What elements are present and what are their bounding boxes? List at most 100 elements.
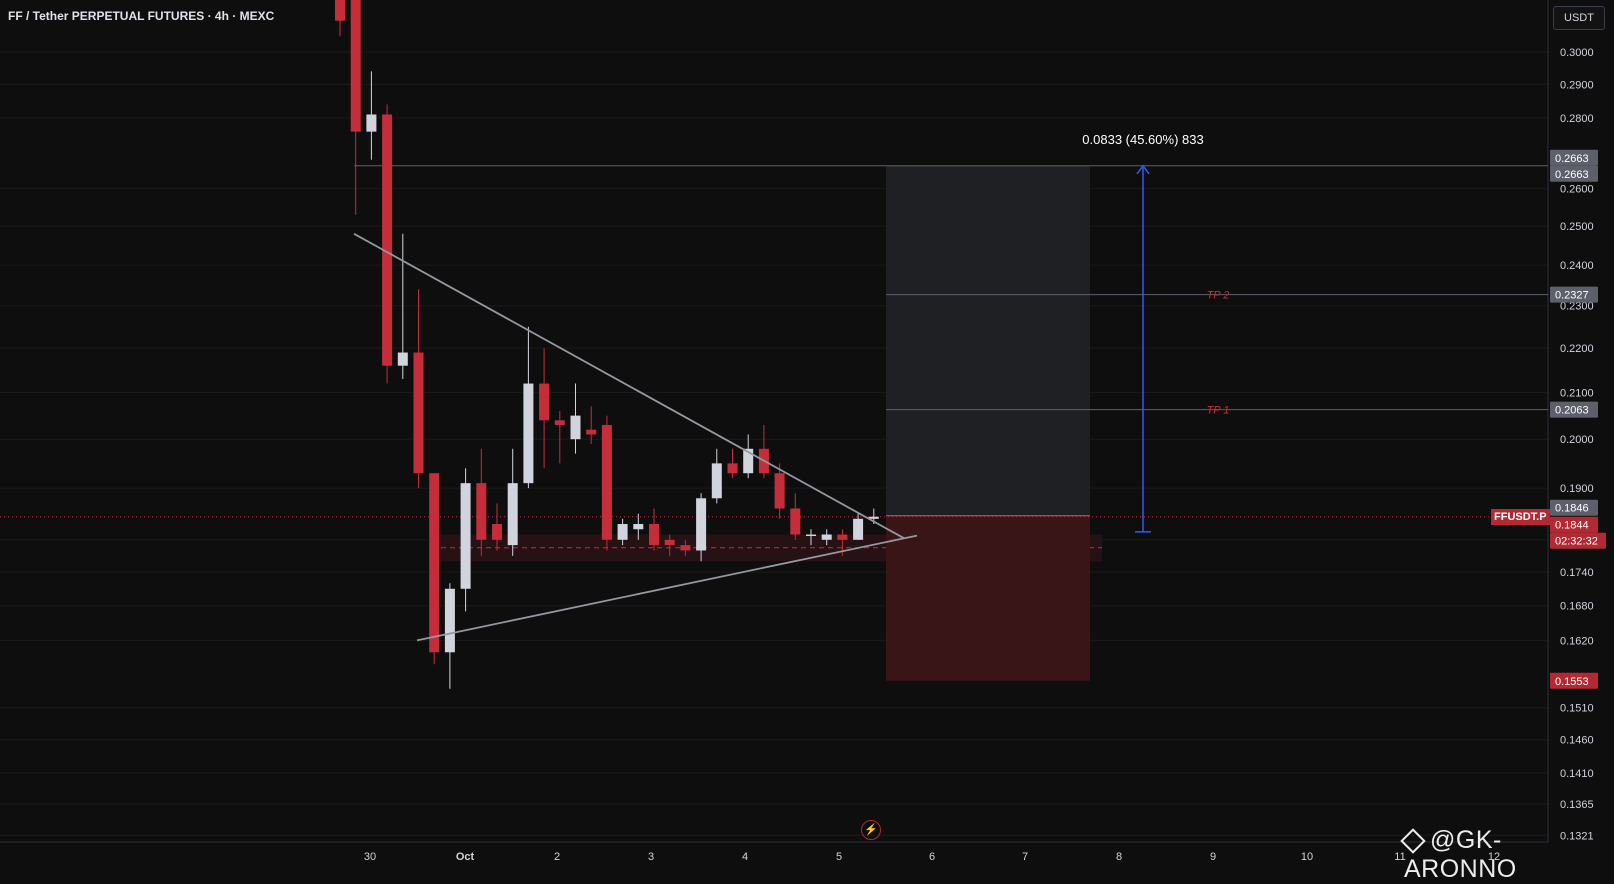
candle-body [539, 383, 550, 421]
time-tick-label: 5 [836, 851, 842, 863]
time-tick-label: 11 [1394, 851, 1405, 863]
measure-label: 0.0833 (45.60%) 833 [1082, 132, 1203, 147]
candle-body [633, 524, 644, 530]
candle-body [397, 352, 408, 366]
price-label-box [1550, 286, 1598, 303]
price-tick-label: 0.1900 [1560, 483, 1594, 495]
candle-body [727, 463, 738, 474]
time-tick-label: 3 [648, 851, 654, 863]
candle-body [523, 383, 534, 484]
watermark: @GK-ARONNO [1400, 826, 1614, 884]
time-tick-label: 9 [1210, 851, 1216, 863]
stop-zone [886, 515, 1090, 681]
price-tick-label: 0.1410 [1560, 768, 1594, 780]
price-label-text: 0.2063 [1555, 405, 1589, 417]
candle-body [507, 483, 518, 546]
time-tick-label: 4 [742, 851, 748, 863]
price-tick-label: 0.1510 [1560, 703, 1594, 715]
candles [335, 0, 879, 689]
price-label-text: 0.1846 [1555, 503, 1589, 515]
price-tick-label: 0.3000 [1560, 47, 1594, 59]
candle-body [429, 473, 440, 653]
descending-trendline [353, 232, 905, 540]
time-tick-label: 10 [1301, 851, 1313, 863]
price-tick-label: 0.1460 [1560, 735, 1594, 747]
grid-lines [0, 51, 1548, 836]
candle-body [774, 473, 785, 509]
price-tick-label: 0.1620 [1560, 635, 1594, 647]
countdown-box [1550, 532, 1606, 549]
candle-body [476, 483, 487, 540]
candle-body [680, 545, 691, 551]
time-tick-label: Oct [456, 851, 475, 863]
price-axis-labels: 0.3000 0.2900 0.2800 0.2600 0.2500 0.2400 0.23… [1560, 47, 1594, 842]
currency-unit-button[interactable]: USDT [1553, 6, 1605, 30]
price-label-text: 0.1553 [1555, 676, 1589, 688]
tp-label: TP 1 [1207, 405, 1230, 417]
price-label-text: 0.2663 [1555, 169, 1589, 181]
price-tick-label: 0.1740 [1560, 567, 1594, 579]
binance-diamond-icon [1400, 828, 1426, 855]
candle-body [570, 415, 581, 440]
price-tick-label: 0.2100 [1560, 388, 1594, 400]
price-tick-label: 0.2200 [1560, 343, 1594, 355]
candle-body [853, 518, 864, 540]
time-tick-label: 7 [1022, 851, 1028, 863]
price-label-box [1550, 499, 1598, 516]
candle-body [617, 524, 628, 540]
price-label-box [1550, 149, 1598, 166]
price-tick-label: 0.2300 [1560, 301, 1594, 313]
price-tick-label: 0.2000 [1560, 434, 1594, 446]
candle-body [743, 448, 754, 474]
measure-arrow-head [1136, 164, 1150, 175]
candle-body [711, 463, 722, 499]
chart-title: FF / Tether PERPETUAL FUTURES · 4h · MEX… [8, 9, 275, 23]
price-tick-label: 0.1680 [1560, 601, 1594, 613]
candle-body [335, 0, 345, 21]
candle-body [554, 420, 565, 425]
price-label-box [1550, 516, 1598, 533]
candle-body [868, 516, 879, 519]
time-tick-label: 8 [1116, 851, 1122, 863]
ascending-trendline [416, 534, 918, 642]
candle-body [586, 429, 597, 435]
price-tick-label: 0.2600 [1560, 184, 1594, 196]
candle-body [382, 114, 393, 366]
price-label-text: 0.2327 [1555, 290, 1589, 302]
price-tick-label: 0.2800 [1560, 113, 1594, 125]
price-label-box [1550, 672, 1598, 689]
candle-body [413, 352, 424, 474]
price-label-box [1550, 165, 1598, 182]
time-tick-label: 12 [1488, 851, 1500, 863]
time-tick-label: 6 [929, 851, 935, 863]
profit-zone [886, 165, 1090, 516]
candle-body [696, 498, 707, 551]
candle-body [350, 0, 361, 132]
candle-body [806, 534, 816, 537]
price-tick-label: 0.2500 [1560, 221, 1594, 233]
time-tick-label: 30 [364, 851, 376, 863]
countdown-text: 02:32:32 [1555, 536, 1598, 548]
watermark-text: @GK-ARONNO [1404, 826, 1517, 883]
candle-body [492, 524, 502, 540]
lightning-icon[interactable]: ⚡ [861, 820, 881, 840]
time-tick-label: 2 [554, 851, 560, 863]
ticker-symbol-tag: FFUSDT.P [1491, 509, 1550, 525]
price-tick-label: 0.1321 [1560, 830, 1594, 842]
tp-label: TP 2 [1207, 290, 1230, 302]
price-label-box [1550, 401, 1598, 418]
price-tick-label: 0.2900 [1560, 79, 1594, 91]
candle-body [444, 588, 455, 653]
price-label-text: 0.1844 [1555, 520, 1589, 532]
candle-body [821, 534, 832, 540]
candle-body [664, 539, 675, 546]
price-label-text: 0.2663 [1555, 153, 1589, 165]
time-axis-labels: 30 Oct 2 3 4 5 6 7 8 9 10 11 12 [364, 851, 1500, 863]
candle-body [366, 114, 377, 132]
candle-body [649, 524, 659, 546]
candle-body [837, 534, 848, 540]
candle-body [601, 424, 612, 540]
price-tick-label: 0.1365 [1560, 799, 1594, 811]
price-tick-label: 0.2400 [1560, 260, 1594, 272]
